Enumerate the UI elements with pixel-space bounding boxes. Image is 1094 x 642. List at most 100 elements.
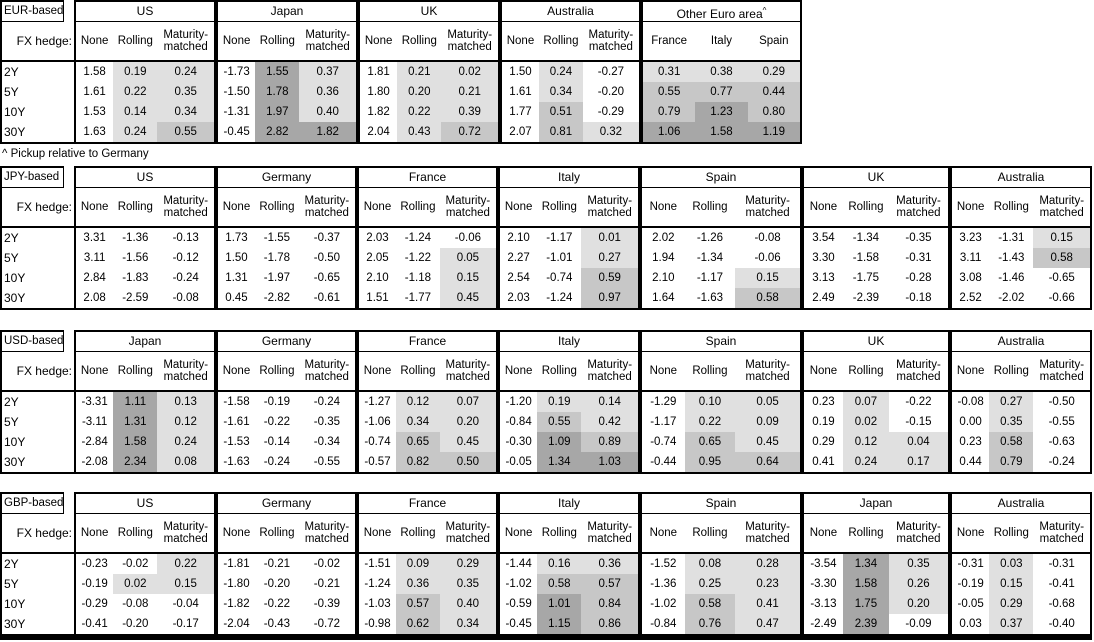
value-cell: 1.64 [652,292,675,304]
value-cell: -3.30 [810,578,837,590]
data-row: -0.30 1.09 0.89 [500,432,638,452]
data-rows: -1.44 0.16 0.36 -1.02 0.58 0.57 -0.59 1.01 0.84-… [500,554,638,634]
value-cell: -0.23 [81,558,108,570]
value-cell: -1.73 [223,66,250,78]
group-title-text: US [136,170,154,184]
group-title: Italy [500,332,638,352]
data-rows: -1.20 0.19 0.14 -0.84 0.55 0.42 -0.30 1.09 0.89-… [500,392,638,472]
value-cell: 0.00 [959,416,982,428]
group-title: Australia [502,2,639,22]
data-rows: -0.31 0.03 -0.31 -0.19 0.15 -0.41 -0.05 0.29 -0.… [952,554,1090,634]
data-rows: -1.58 -0.19 -0.24 -1.61 -0.22 -0.35 -1.53 -0.14… [218,392,355,472]
value-cell: 1.61 [509,86,532,98]
column-header-none: None [809,527,838,539]
value-cell: -0.41 [81,618,108,630]
label-column: GBP-based FX hedge: 2Y 5Y 10Y 30Y [0,492,74,636]
table-title: USD-based [0,330,64,352]
data-rows: -0.08 0.27 -0.50 0.00 0.35 -0.55 0.23 0.58 -0.63… [952,392,1090,472]
data-row: 1.50 0.24 -0.27 [502,62,639,82]
value-cell: 3.54 [812,232,835,244]
data-row: -0.45 1.15 0.86 [500,614,638,634]
group-japan: Japan None Rolling Maturity-matched -3.54 1.3… [802,492,950,636]
column-header-none: None [649,365,678,377]
data-row: -1.73 1.55 0.37 [218,62,356,82]
column-header-maturity-matched: Maturity-matched [896,521,941,545]
value-cell: 0.23 [959,436,982,448]
value-cell: 1.58 [695,122,748,142]
column-header-rolling: Rolling [259,201,295,213]
column-headers: None Rolling Maturity-matched [500,188,638,228]
value-cell: -0.13 [172,232,199,244]
group-title: Germany [218,494,355,514]
value-cell: -1.24 [364,578,391,590]
value-cell: 0.12 [157,412,214,432]
data-rows: -1.81 -0.21 -0.02 -1.80 -0.20 -0.21 -1.82 -0.22… [218,554,355,634]
column-header-maturity-matched: Maturity-matched [588,29,634,53]
data-row: 2.07 0.81 0.32 [502,122,639,142]
value-cell: 0.37 [989,614,1034,634]
value-cell: -1.24 [404,232,431,244]
data-row: -1.58 -0.19 -0.24 [218,392,355,412]
data-row: -3.30 1.58 0.26 [804,574,948,594]
value-cell: -0.59 [505,598,532,610]
value-cell: 1.51 [366,292,389,304]
value-cell: -1.52 [650,558,677,570]
column-header-none: None [809,365,838,377]
value-cell: 1.09 [537,432,582,452]
column-header-none: None [504,201,533,213]
data-row: -1.02 0.58 0.57 [500,574,638,594]
value-cell: -0.37 [313,232,340,244]
column-header-maturity-matched: Maturity-matched [445,359,491,383]
value-cell: 0.12 [842,432,889,452]
value-cell: 0.65 [684,432,736,452]
value-cell: 2.54 [507,272,530,284]
data-row: -0.23 -0.02 0.22 [76,554,214,574]
row-label-10y: 10Y [4,105,26,119]
value-cell: 0.03 [989,554,1034,574]
value-cell: 0.19 [812,416,835,428]
value-cell: 0.47 [735,614,800,634]
value-cell: -0.74 [364,436,391,448]
data-rows: 2.10 -1.17 0.01 2.27 -1.01 0.27 2.54 -0.74 0.59 2… [500,228,638,308]
value-cell: 0.15 [989,574,1034,594]
data-row: 2.10 -1.18 0.15 [359,268,496,288]
value-cell: 0.21 [397,62,442,82]
value-cell: -1.55 [263,232,290,244]
column-header-maturity-matched: Maturity-matched [587,521,633,545]
column-headers: None Rolling Maturity-matched [218,22,356,62]
label-column: USD-based FX hedge: 2Y 5Y 10Y 30Y [0,330,74,474]
table-title: JPY-based [0,166,64,188]
footnote-marker: ^ [762,6,767,15]
data-row: -1.29 0.10 0.05 [642,392,800,412]
column-header-none: None [504,527,533,539]
data-row: -2.49 2.39 -0.09 [804,614,948,634]
column-headers: None Rolling Maturity-matched [642,188,800,228]
value-cell: -0.74 [546,272,573,284]
column-header-rolling: Rolling [692,527,728,539]
value-cell: -0.15 [905,416,932,428]
group-title-text: Australia [997,334,1045,348]
value-cell: 0.27 [989,392,1034,412]
column-header-maturity-matched: Maturity-matched [305,29,351,53]
column-header-rolling: Rolling [541,527,577,539]
group-title: UK [804,332,948,352]
value-cell: 0.10 [684,392,736,412]
value-cell: 0.23 [812,396,835,408]
row-label-10y: 10Y [4,271,26,285]
value-cell: 3.11 [83,252,106,264]
column-headers: None Rolling Maturity-matched [76,352,214,392]
group-title: Spain [642,494,800,514]
value-cell: 0.16 [537,554,582,574]
value-cell: 0.15 [1033,228,1090,248]
value-cell: 0.31 [643,62,696,82]
value-cell: 2.08 [83,292,106,304]
value-cell: -1.02 [505,578,532,590]
data-row: 3.23 -1.31 0.15 [952,228,1090,248]
value-cell: 0.09 [395,554,440,574]
value-cell: -0.50 [1048,396,1075,408]
data-row: 0.29 0.12 0.04 [804,432,948,452]
value-cell: -1.63 [223,456,250,468]
data-row: 2.05 -1.22 0.05 [359,248,496,268]
value-cell: 0.45 [439,288,496,308]
group-australia: Australia None Rolling Maturity-matched 3.23… [950,166,1092,310]
